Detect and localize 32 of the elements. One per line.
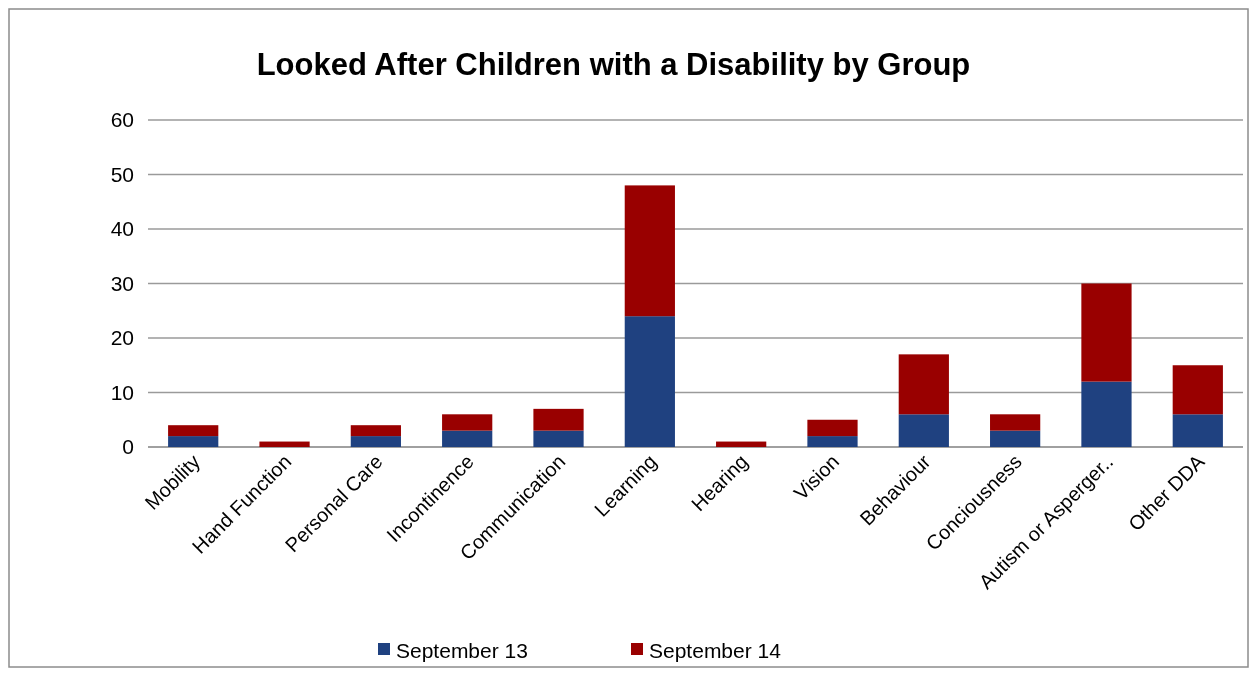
bar xyxy=(442,430,493,447)
bar xyxy=(259,441,310,447)
y-tick-label: 0 xyxy=(122,435,134,459)
bar xyxy=(624,185,675,317)
legend-label: September 13 xyxy=(396,639,528,663)
bar xyxy=(1081,283,1132,382)
bar xyxy=(624,316,675,447)
chart-title: Looked After Children with a Disability by Group xyxy=(256,47,971,82)
bar xyxy=(898,414,949,447)
bar xyxy=(716,441,767,447)
legend-label: September 14 xyxy=(649,639,782,663)
bar xyxy=(442,414,493,431)
y-tick-label: 30 xyxy=(110,271,134,295)
y-tick-label: 50 xyxy=(110,162,134,186)
bar xyxy=(350,425,401,437)
bar xyxy=(1081,381,1132,447)
bar xyxy=(533,408,584,431)
y-tick-label: 60 xyxy=(110,108,134,132)
bar xyxy=(898,354,949,415)
bar xyxy=(807,436,858,447)
y-tick-label: 40 xyxy=(110,217,134,241)
bar xyxy=(350,436,401,447)
bar xyxy=(990,414,1041,431)
bar xyxy=(1172,414,1223,447)
bar xyxy=(1172,365,1223,415)
bar xyxy=(533,430,584,447)
y-tick-label: 10 xyxy=(110,380,134,404)
bar xyxy=(807,419,858,437)
bar xyxy=(990,430,1041,447)
y-tick-label: 20 xyxy=(110,326,134,350)
bar xyxy=(168,436,219,447)
bar xyxy=(168,425,219,437)
